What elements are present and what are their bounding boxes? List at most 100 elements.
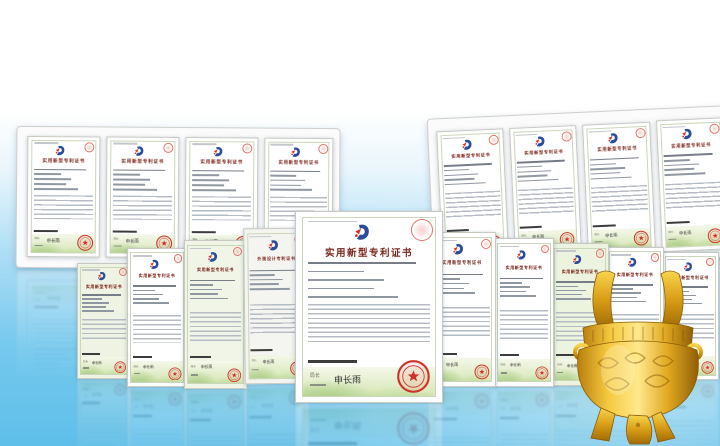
certificate-body-text <box>499 310 549 340</box>
certificate-footer: 局长 申长雨 <box>80 357 128 375</box>
red-stamp-icon <box>709 123 720 134</box>
certificate-body-text <box>189 435 242 446</box>
certificate-footer: 局长 申长雨 <box>109 234 175 254</box>
certificate-title: 实用新型专利证书 <box>524 148 564 156</box>
certificate-body-text <box>132 315 182 343</box>
patent-office-logo-icon <box>268 240 278 251</box>
signature: 申长雨 <box>333 375 362 387</box>
signature: 申长雨 <box>261 402 273 409</box>
certificate-title: 实用新型专利证书 <box>278 159 319 165</box>
certificate-field-lines <box>434 273 489 297</box>
barcode-line <box>189 419 211 422</box>
certificate: 实用新型专利证书 局长 申长雨 <box>184 388 247 446</box>
certificate-footer: 局长 申长雨 <box>301 408 437 445</box>
certificate-footer: 局长 申长雨 <box>497 391 551 414</box>
certificate: 实用新型专利证书 局长 申长雨 <box>582 121 656 255</box>
certificate: 实用新型专利证书 局长 申长雨 <box>656 117 720 253</box>
certificate: 实用新型专利证书 局长 申长雨 <box>77 263 131 379</box>
patent-office-logo-icon <box>207 252 217 262</box>
issuer-label: 局长 <box>594 233 600 237</box>
red-stamp-icon <box>163 142 174 154</box>
patent-office-logo-icon <box>462 139 472 150</box>
signature: 申长雨 <box>605 232 618 239</box>
red-stamp-icon <box>232 246 243 256</box>
issuer-label: 局长 <box>190 365 196 369</box>
official-seal-icon <box>76 235 93 252</box>
official-seal-icon <box>707 228 720 244</box>
barcode-line <box>592 224 616 228</box>
certificate-title: 实用新型专利证书 <box>505 264 543 270</box>
issuer-label: 局长 <box>190 408 196 412</box>
official-seal-icon <box>155 235 172 252</box>
signature: 申长雨 <box>446 362 459 368</box>
red-stamp-icon <box>650 253 660 262</box>
issuer-label: 局长 <box>133 364 139 368</box>
signature: 申长雨 <box>125 239 139 245</box>
patent-office-logo-icon <box>516 250 526 260</box>
issuer-label: 局长 <box>557 404 563 408</box>
certificate-field-lines <box>270 170 326 194</box>
official-seal-icon <box>227 367 241 382</box>
certificate-body-text <box>191 195 252 221</box>
signature: 申长雨 <box>143 364 154 369</box>
signature: 申长雨 <box>262 358 275 365</box>
signature: 申长雨 <box>200 407 213 412</box>
patent-office-logo-icon <box>628 258 637 268</box>
certificate-field-lines <box>499 277 549 299</box>
certificate-field-lines <box>112 169 173 194</box>
certificate-body-text <box>132 430 182 446</box>
date-line <box>309 419 326 421</box>
signature: 申长雨 <box>333 418 362 430</box>
certificate-title: 实用新型专利证书 <box>442 259 482 265</box>
barcode-line <box>250 349 273 352</box>
patent-office-logo-icon <box>55 145 65 155</box>
certificate-number-line <box>132 255 153 257</box>
certificate-body-text <box>434 307 490 338</box>
certificate-number-line <box>556 250 576 252</box>
issuer-label: 局长 <box>133 405 139 409</box>
certificate-body-text <box>189 312 242 342</box>
barcode-line <box>434 418 457 421</box>
issuer-label: 局长 <box>500 363 506 367</box>
signature: 申长雨 <box>91 361 102 366</box>
certificate-field-lines <box>444 163 500 189</box>
certificate: 实用新型专利证书 局长 申长雨 <box>127 386 187 446</box>
date-line <box>251 368 259 371</box>
patent-office-logo-icon <box>97 272 106 281</box>
barcode-line <box>519 225 543 229</box>
certificate-title: 实用新型专利证书 <box>42 157 86 164</box>
barcode-line <box>191 230 216 233</box>
red-stamp-icon <box>488 134 499 145</box>
certificate-number-line <box>611 254 631 256</box>
barcode-line <box>499 417 520 420</box>
date-line <box>190 401 198 403</box>
certificate: 实用新型专利证书 局长 申长雨 <box>295 211 443 403</box>
barcode-line <box>132 415 153 418</box>
certificate-footer: 局长 申长雨 <box>130 390 184 413</box>
barcode-line <box>82 402 100 405</box>
issuer-label: 局长 <box>309 426 320 433</box>
red-stamp-icon <box>561 131 572 142</box>
official-seal-icon <box>474 364 490 380</box>
signature: 申长雨 <box>91 391 102 396</box>
patent-office-logo-icon <box>453 244 464 255</box>
barcode-line <box>112 230 137 233</box>
certificate-body-text <box>665 181 720 211</box>
certificate-body-text <box>112 195 173 220</box>
certificate-body-text <box>307 304 431 343</box>
certificate-field-lines <box>132 285 182 306</box>
patent-office-logo-icon <box>608 133 619 144</box>
issuer-label: 局长 <box>82 393 88 397</box>
certificate-body-text <box>445 190 501 219</box>
certificate-title: 实用新型专利证书 <box>561 268 599 274</box>
certificate-title: 实用新型专利证书 <box>200 158 244 165</box>
date-line <box>113 245 122 247</box>
certificate-title: 实用新型专利证书 <box>121 158 165 164</box>
certificate-footer: 局长 申长雨 <box>664 224 720 248</box>
issuer-label: 局长 <box>500 406 506 410</box>
issuer-label: 局长 <box>309 372 320 379</box>
signature: 申长雨 <box>446 405 459 411</box>
patent-office-logo-icon <box>354 225 369 241</box>
patent-office-logo-icon <box>535 136 545 147</box>
issuer-label: 局长 <box>557 363 563 367</box>
